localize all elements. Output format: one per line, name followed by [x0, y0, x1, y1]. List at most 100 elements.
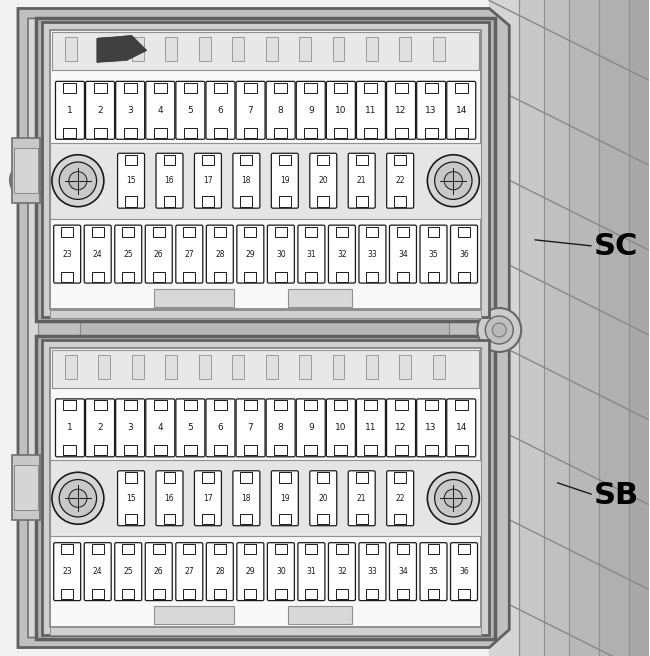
Text: 3: 3 — [127, 106, 133, 115]
Text: 32: 32 — [337, 250, 346, 258]
Bar — [356, 514, 368, 524]
Bar — [94, 128, 107, 138]
FancyBboxPatch shape — [298, 543, 325, 601]
Bar — [154, 289, 233, 306]
FancyBboxPatch shape — [450, 543, 478, 601]
Circle shape — [59, 480, 97, 517]
Bar — [317, 514, 330, 524]
FancyBboxPatch shape — [206, 399, 235, 457]
Bar — [214, 83, 227, 92]
Bar — [124, 83, 136, 92]
Text: 10: 10 — [335, 423, 346, 432]
Bar — [306, 272, 317, 281]
Circle shape — [486, 316, 514, 344]
FancyBboxPatch shape — [296, 399, 325, 457]
Text: 11: 11 — [365, 423, 377, 432]
Bar — [428, 544, 439, 554]
Bar — [50, 348, 481, 626]
Bar — [304, 445, 317, 455]
Bar — [275, 227, 287, 237]
Bar — [304, 83, 317, 92]
FancyBboxPatch shape — [348, 154, 375, 208]
Bar — [629, 1, 649, 655]
Circle shape — [435, 162, 472, 199]
Bar — [202, 196, 214, 207]
Bar — [304, 400, 317, 410]
Bar — [489, 1, 519, 655]
Text: 25: 25 — [124, 567, 133, 576]
Text: 17: 17 — [203, 494, 213, 502]
Bar — [244, 227, 256, 237]
Bar — [367, 272, 378, 281]
Text: 2: 2 — [98, 106, 103, 115]
Bar — [317, 196, 330, 207]
Bar — [122, 589, 135, 599]
Bar — [124, 400, 136, 410]
Bar — [394, 155, 406, 165]
Bar — [244, 544, 256, 554]
Bar — [154, 400, 167, 410]
Bar — [395, 83, 408, 92]
FancyBboxPatch shape — [236, 81, 265, 139]
Bar — [304, 128, 317, 138]
Text: 14: 14 — [456, 423, 467, 432]
Bar — [183, 272, 195, 281]
Bar — [94, 445, 107, 455]
Bar — [433, 37, 445, 62]
Bar — [365, 445, 378, 455]
Text: 1: 1 — [67, 423, 73, 432]
Text: 22: 22 — [395, 176, 405, 185]
Circle shape — [69, 172, 87, 190]
Bar — [12, 455, 40, 520]
Circle shape — [52, 155, 104, 207]
Text: 7: 7 — [248, 106, 254, 115]
Text: 27: 27 — [185, 567, 194, 576]
Text: 19: 19 — [280, 176, 290, 185]
Text: 36: 36 — [459, 250, 469, 258]
Bar — [275, 272, 287, 281]
Bar — [424, 83, 437, 92]
Bar — [98, 37, 110, 62]
Bar — [569, 1, 599, 655]
Bar — [240, 472, 252, 483]
Bar — [356, 472, 368, 483]
Bar — [367, 227, 378, 237]
FancyBboxPatch shape — [266, 81, 295, 139]
FancyBboxPatch shape — [176, 399, 205, 457]
Bar — [275, 544, 287, 554]
FancyBboxPatch shape — [54, 225, 81, 283]
Bar — [52, 350, 479, 388]
Bar — [428, 589, 439, 599]
Bar — [125, 196, 137, 207]
Bar — [395, 445, 408, 455]
Bar — [306, 544, 317, 554]
FancyBboxPatch shape — [389, 543, 417, 601]
Bar — [202, 514, 214, 524]
Text: 34: 34 — [398, 250, 408, 258]
Bar — [122, 544, 135, 554]
FancyBboxPatch shape — [156, 154, 183, 208]
Bar — [299, 355, 311, 379]
Bar — [266, 355, 278, 379]
FancyBboxPatch shape — [267, 543, 294, 601]
Text: 35: 35 — [428, 567, 438, 576]
Bar — [455, 445, 468, 455]
Bar — [183, 544, 195, 554]
Text: 17: 17 — [203, 176, 213, 185]
FancyBboxPatch shape — [194, 471, 222, 525]
Text: 20: 20 — [318, 176, 328, 185]
Text: 12: 12 — [395, 106, 407, 115]
Bar — [274, 128, 287, 138]
Bar — [50, 30, 481, 309]
Text: 15: 15 — [126, 176, 136, 185]
Bar — [154, 83, 167, 92]
Bar — [395, 128, 408, 138]
Bar — [153, 227, 164, 237]
Bar — [279, 196, 291, 207]
Bar — [50, 310, 481, 318]
FancyBboxPatch shape — [387, 81, 415, 139]
Bar — [424, 128, 437, 138]
Text: 16: 16 — [164, 176, 174, 185]
Bar — [306, 589, 317, 599]
Bar — [397, 227, 409, 237]
